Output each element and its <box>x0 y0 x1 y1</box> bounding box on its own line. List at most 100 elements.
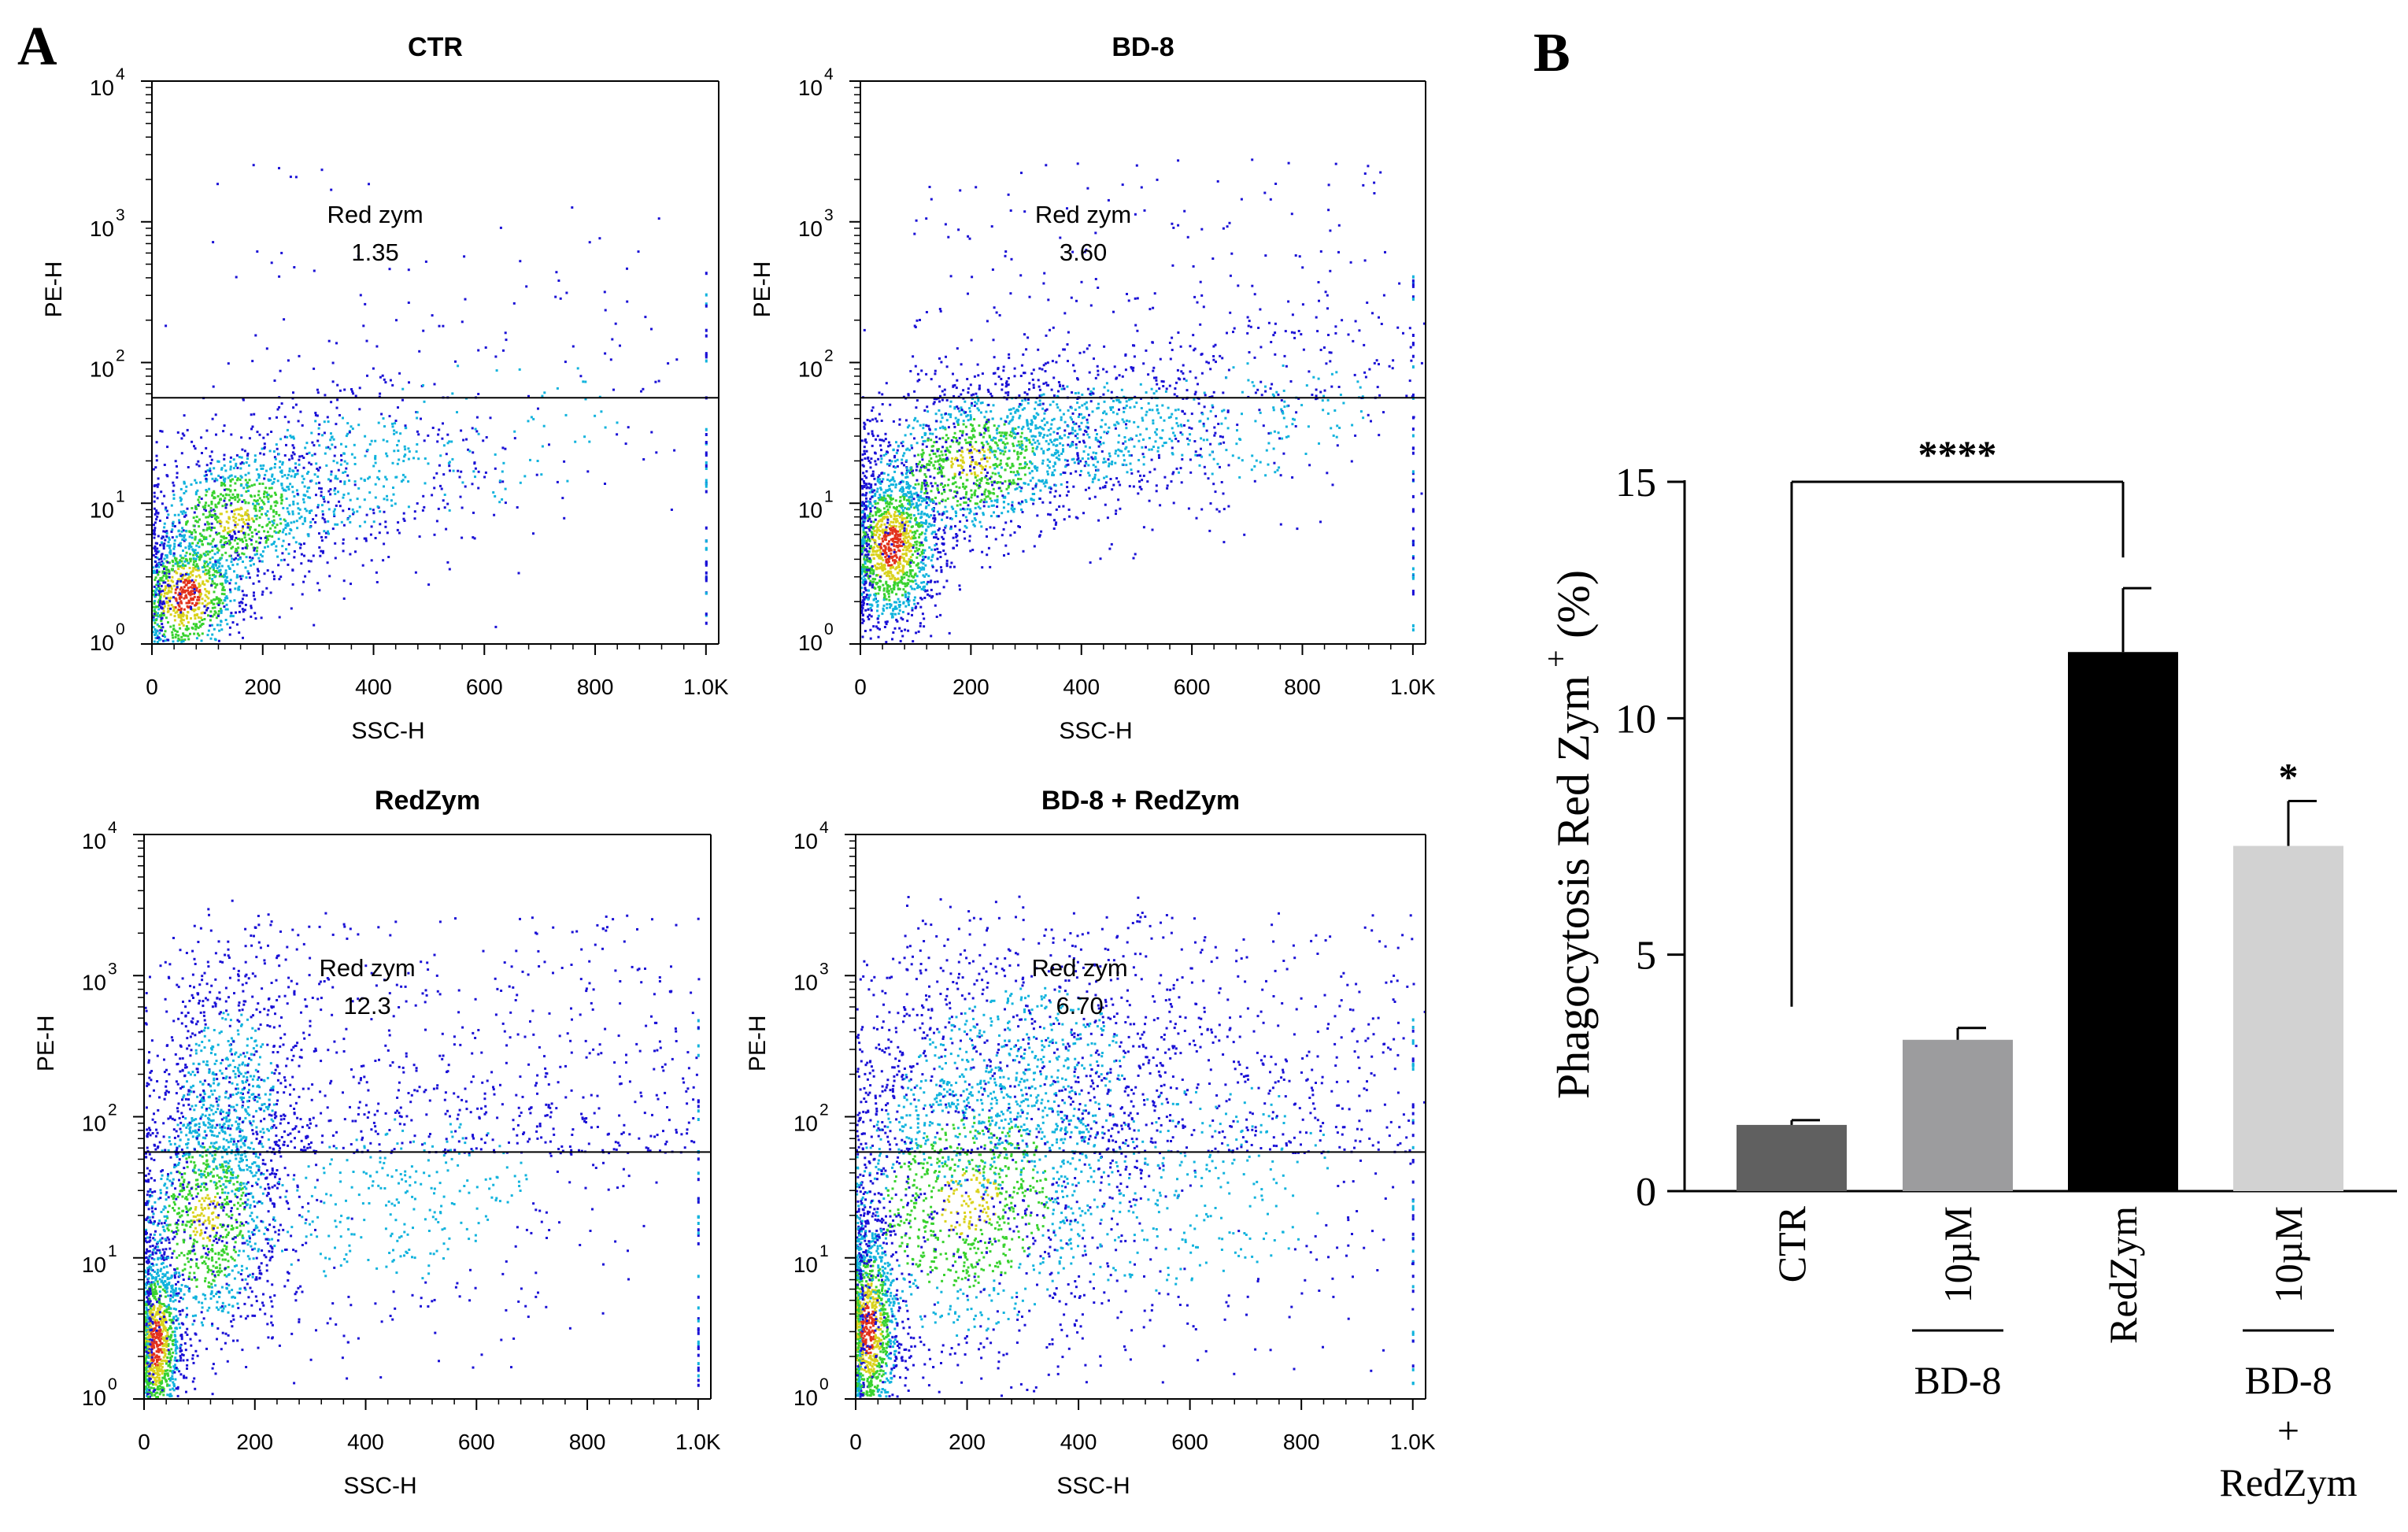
event-dot <box>168 575 171 579</box>
event-dot <box>174 611 177 614</box>
event-dot <box>220 592 224 595</box>
event-dot <box>248 485 251 488</box>
event-dot <box>941 518 943 521</box>
event-dot <box>278 578 281 581</box>
event-dot <box>218 562 221 565</box>
event-dot <box>910 525 913 528</box>
event-dot <box>895 508 898 511</box>
event-dot <box>439 454 442 457</box>
event-dot <box>871 409 874 413</box>
event-dot <box>423 505 426 509</box>
event-dot <box>1020 440 1023 443</box>
event-dot <box>273 379 276 382</box>
event-dot <box>909 561 912 564</box>
event-dot <box>863 421 866 424</box>
event-dot <box>863 583 866 586</box>
event-dot <box>316 504 320 507</box>
event-dot <box>217 639 220 642</box>
event-dot <box>190 583 194 587</box>
event-dot <box>892 448 895 451</box>
event-dot <box>342 550 345 553</box>
event-dot <box>211 539 214 542</box>
event-dot <box>930 524 934 527</box>
event-dot <box>217 561 220 564</box>
event-dot <box>183 434 186 437</box>
event-dot <box>911 531 914 534</box>
event-dot <box>878 537 881 540</box>
event-dot <box>1029 429 1032 432</box>
event-dot <box>298 354 301 357</box>
event-dot <box>395 476 398 479</box>
event-dot <box>946 458 949 461</box>
event-dot <box>199 625 202 628</box>
event-dot <box>256 550 258 553</box>
event-dot <box>964 425 967 428</box>
event-dot <box>494 625 498 628</box>
event-dot <box>956 539 959 542</box>
event-dot <box>162 639 165 642</box>
event-dot <box>874 578 877 581</box>
event-dot <box>893 515 896 518</box>
event-dot <box>1017 440 1020 443</box>
event-dot <box>154 621 157 624</box>
event-dot <box>969 418 972 421</box>
event-dot <box>239 575 242 578</box>
event-dot <box>260 537 262 540</box>
event-dot <box>180 437 183 440</box>
event-dot <box>1004 450 1007 453</box>
event-dot <box>153 619 155 622</box>
event-dot <box>165 597 168 600</box>
event-dot <box>378 531 381 535</box>
event-dot <box>193 511 196 514</box>
event-dot <box>217 610 220 612</box>
event-dot <box>157 608 161 611</box>
event-dot <box>195 637 198 640</box>
event-dot <box>165 575 168 578</box>
event-dot <box>402 512 405 515</box>
event-dot <box>195 575 198 578</box>
event-dot <box>890 483 893 487</box>
event-dot <box>335 461 338 464</box>
event-dot <box>1053 468 1056 472</box>
event-dot <box>245 594 248 597</box>
event-dot <box>1018 467 1021 470</box>
event-dot <box>882 513 886 516</box>
event-dot <box>257 473 260 476</box>
event-dot <box>272 519 276 522</box>
event-dot <box>888 598 891 601</box>
event-dot <box>241 538 243 541</box>
event-dot <box>627 426 630 429</box>
event-dot <box>235 547 238 550</box>
event-dot <box>901 519 904 522</box>
event-dot <box>234 498 237 501</box>
event-dot <box>917 566 920 569</box>
event-dot <box>219 573 222 576</box>
event-dot <box>948 631 951 635</box>
event-dot <box>878 563 881 566</box>
event-dot <box>1205 361 1208 364</box>
event-dot <box>898 423 901 426</box>
event-dot <box>877 621 880 624</box>
event-dot <box>874 594 877 598</box>
event-dot <box>327 446 330 449</box>
event-dot <box>954 510 957 513</box>
event-dot <box>870 615 873 618</box>
event-dot <box>225 503 228 506</box>
event-dot <box>275 549 278 552</box>
event-dot <box>186 627 189 631</box>
event-dot <box>912 474 915 477</box>
event-dot <box>295 489 298 492</box>
event-dot <box>205 536 208 539</box>
event-dot <box>300 515 303 518</box>
event-dot <box>423 400 426 403</box>
event-dot <box>888 564 891 567</box>
event-dot <box>863 328 866 331</box>
event-dot <box>294 473 297 476</box>
event-dot <box>890 587 893 590</box>
event-dot <box>1071 412 1075 415</box>
event-dot <box>945 564 949 568</box>
event-dot <box>202 543 204 546</box>
event-dot <box>909 550 912 553</box>
event-dot <box>1046 464 1049 467</box>
event-dot <box>461 320 464 324</box>
